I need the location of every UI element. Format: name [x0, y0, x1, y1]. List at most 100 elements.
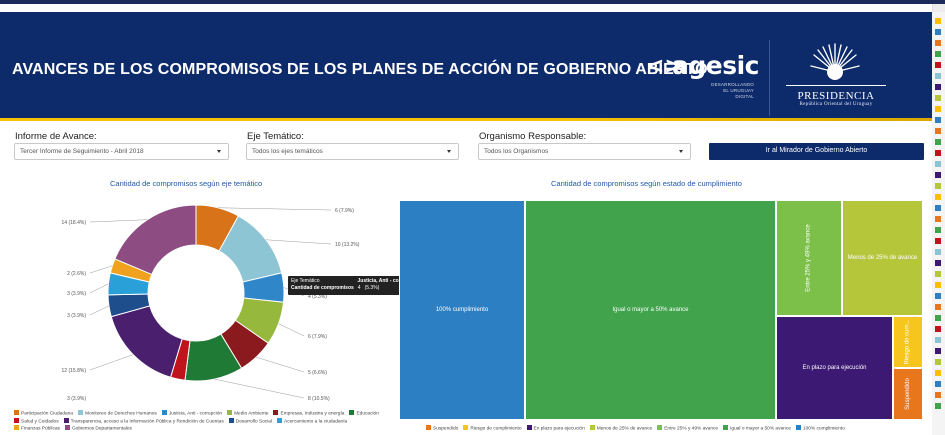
- legend-item[interactable]: Desarrollo Social: [228, 417, 273, 426]
- legend-item[interactable]: Igual o mayor a 50% avance: [723, 425, 791, 432]
- legend-label: En plazo para ejecución: [533, 426, 585, 432]
- donut-chart-title: Cantidad de compromisos según eje temáti…: [110, 179, 263, 188]
- side-strip-dot: [935, 128, 941, 134]
- donut-chart: 6 (7.9%) 10 (13.2%) 4 (5.3%) 6 (7.9%) 5 (6.6…: [62, 204, 360, 402]
- tile-igual-mayor-50[interactable]: Igual o mayor a 50% avance: [525, 200, 776, 420]
- legend-item[interactable]: Salud y Cuidados: [14, 417, 59, 426]
- informe-select-value: Tercer Informe de Seguimiento - Abril 20…: [20, 148, 144, 155]
- donut-data-label: 12 (15.8%): [62, 368, 87, 374]
- donut-leader-line: [214, 378, 305, 399]
- legend-swatch: [463, 425, 469, 430]
- tile-100-cumplimiento[interactable]: 100% cumplimiento: [399, 200, 525, 420]
- legend-label: Entre 25% y 49% avance: [664, 426, 719, 432]
- legend-item[interactable]: Entre 25% y 49% avance: [657, 425, 718, 432]
- tile-label-100: 100% cumplimiento: [435, 307, 489, 313]
- side-strip-dot: [935, 315, 941, 321]
- tile-label-m25: Menos de 25% de avance: [847, 255, 918, 261]
- legend-item[interactable]: Menos de 25% de avance: [589, 425, 652, 432]
- donut-leader-line: [217, 207, 332, 211]
- tooltip-val-2: 4: [357, 285, 361, 291]
- legend-item[interactable]: Participación Ciudadana: [14, 410, 73, 418]
- side-strip-dot: [935, 260, 941, 266]
- informe-select[interactable]: Tercer Informe de Seguimiento - Abril 20…: [14, 143, 229, 160]
- side-strip-dot: [935, 381, 941, 387]
- eje-select[interactable]: Todos los ejes temáticos: [246, 143, 459, 160]
- side-strip-dot: [935, 271, 941, 277]
- sun-emblem-icon: [810, 43, 860, 80]
- legend-item[interactable]: Transparencia, acceso a la Información P…: [63, 417, 224, 426]
- chart-tooltip: Eje Temático Justicia, Anti - corrupción…: [288, 276, 422, 295]
- agesic-tagline-1: DESARROLLANDO: [711, 82, 754, 87]
- legend-swatch: [228, 417, 234, 423]
- donut-data-label: 14 (18.4%): [62, 220, 87, 226]
- side-strip-dot: [935, 337, 941, 343]
- legend-label: Empresas, Industria y energía: [280, 411, 345, 417]
- eje-select-value: Todos los ejes temáticos: [252, 148, 323, 155]
- legend-item[interactable]: Gobiernos Departamentales: [64, 425, 132, 433]
- agesic-tagline-2: EL URUGUAY DIGITAL: [723, 88, 754, 99]
- legend-item[interactable]: Monitoreo de Derechos Humanos: [78, 410, 157, 418]
- side-strip-dot: [935, 139, 941, 145]
- organismo-select[interactable]: Todos los Organismos: [478, 143, 691, 160]
- donut-leader-line: [89, 283, 109, 294]
- side-strip-dot: [935, 238, 941, 244]
- tile-label-susp: Suspendido: [905, 378, 912, 410]
- legend-label: Riesgo de cumplimiento: [470, 426, 522, 432]
- page-title: AVANCES DE LOS COMPROMISOS DE LOS PLANES…: [12, 61, 708, 78]
- side-strip-dot: [935, 161, 941, 167]
- agesic-glyph-icon: <>: [646, 54, 683, 79]
- legend-item[interactable]: Medio Ambiente: [227, 410, 268, 418]
- donut-slice[interactable]: [110, 305, 183, 378]
- legend-swatch: [14, 425, 19, 430]
- chevron-down-icon: [217, 150, 221, 153]
- side-strip-dot: [935, 51, 941, 57]
- treemap-legend: Suspendido Riesgo de cumplimiento En plazo…: [426, 425, 936, 432]
- donut-legend: Participación Ciudadana Monitoreo de Dere…: [14, 410, 394, 433]
- donut-leader-line: [89, 265, 113, 274]
- legend-item[interactable]: Finanzas Públicas: [14, 425, 60, 433]
- chevron-down-icon: [447, 150, 451, 153]
- tile-riesgo[interactable]: Riesgo de cum...: [893, 316, 923, 368]
- legend-label: Finanzas Públicas: [21, 426, 60, 432]
- tile-label-ig50: Igual o mayor a 50% avance: [612, 307, 689, 313]
- donut-data-label: 3 (3.9%): [67, 313, 86, 319]
- donut-leader-line: [89, 305, 110, 316]
- presidencia-name: PRESIDENCIA: [797, 90, 875, 102]
- legend-item[interactable]: En plazo para ejecución: [526, 425, 585, 432]
- mirador-button[interactable]: Ir al Mirador de Gobierno Abierto: [709, 143, 924, 160]
- donut-data-label: 3 (3.9%): [67, 291, 86, 297]
- legend-swatch: [349, 410, 355, 415]
- legend-item[interactable]: Educación: [349, 410, 379, 418]
- side-strip-dot: [935, 183, 941, 189]
- legend-label: Acercamiento a la ciudadanía: [284, 419, 348, 424]
- legend-swatch: [795, 425, 801, 430]
- legend-item[interactable]: Suspendido: [426, 425, 458, 432]
- legend-label: Monitoreo de Derechos Humanos: [85, 411, 157, 417]
- top-line: [0, 0, 945, 4]
- legend-item[interactable]: Acercamiento a la ciudadanía: [277, 417, 348, 426]
- presidencia-rule: [786, 85, 886, 86]
- tooltip-key-1: Eje Temático: [291, 278, 320, 284]
- tile-entre-25-49[interactable]: Entre 25% y 49% avance: [776, 200, 842, 316]
- donut-data-label: 6 (7.9%): [308, 334, 327, 340]
- legend-item[interactable]: Empresas, Industria y energía: [273, 410, 344, 418]
- tile-suspendido[interactable]: Suspendido: [893, 368, 923, 420]
- chevron-down-icon: [679, 150, 683, 153]
- agesic-name: agesic: [672, 51, 760, 80]
- legend-item[interactable]: Riesgo de cumplimiento: [463, 425, 522, 432]
- legend-swatch: [277, 417, 283, 423]
- legend-label: Salud y Cuidados: [21, 419, 59, 424]
- legend-item[interactable]: 100% cumplimiento: [795, 425, 845, 432]
- side-strip-dot: [935, 326, 941, 332]
- legend-item[interactable]: Justicia, Anti - corrupción: [161, 410, 222, 418]
- legend-label: Gobiernos Departamentales: [71, 426, 132, 432]
- eje-label: Eje Temático:: [247, 131, 304, 142]
- side-strip-dot: [935, 62, 941, 68]
- tile-menos-25[interactable]: Menos de 25% de avance: [842, 200, 923, 316]
- legend-swatch: [723, 425, 729, 430]
- donut-slice[interactable]: [114, 204, 197, 276]
- legend-label: Desarrollo Social: [235, 419, 273, 424]
- donut-data-label: 10 (13.2%): [335, 242, 360, 248]
- donut-data-label: 4 (5.3%): [308, 294, 327, 300]
- tile-en-plazo[interactable]: En plazo para ejecución: [776, 316, 893, 420]
